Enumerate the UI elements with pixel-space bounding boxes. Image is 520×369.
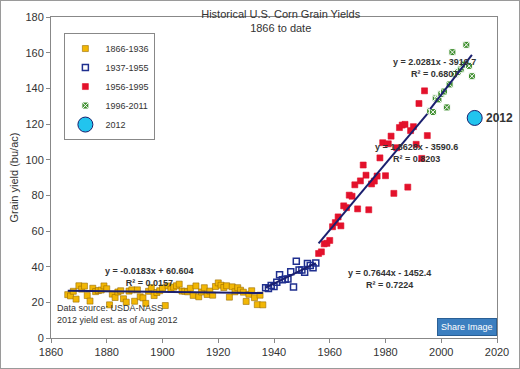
svg-text:y = 0.7644x - 1452.4R² = 0.722: y = 0.7644x - 1452.4R² = 0.7224 [348, 268, 431, 290]
svg-text:1937-1955: 1937-1955 [105, 63, 148, 73]
svg-text:1996-2011: 1996-2011 [105, 101, 147, 111]
svg-text:40: 40 [32, 261, 44, 273]
svg-text:2020: 2020 [485, 346, 509, 358]
svg-text:y = 2.0281x - 3919.7R² = 0.680: y = 2.0281x - 3919.7R² = 0.6807 [393, 57, 476, 79]
svg-text:100: 100 [25, 154, 43, 166]
svg-text:Grain yield (bu/ac): Grain yield (bu/ac) [8, 133, 20, 223]
svg-text:20: 20 [32, 296, 44, 308]
svg-text:1956-1995: 1956-1995 [105, 82, 148, 92]
svg-text:y = 1.8628x - 3590.6R² = 0.820: y = 1.8628x - 3590.6R² = 0.8203 [375, 142, 458, 164]
svg-text:1860: 1860 [39, 346, 63, 358]
svg-text:2012: 2012 [486, 111, 513, 125]
svg-text:180: 180 [25, 11, 43, 23]
svg-text:1900: 1900 [150, 346, 174, 358]
svg-text:140: 140 [25, 82, 43, 94]
svg-text:160: 160 [25, 47, 43, 59]
svg-text:Share Image: Share Image [441, 322, 493, 332]
svg-text:Historical U.S. Corn Grain Yie: Historical U.S. Corn Grain Yields1866 to… [201, 8, 360, 34]
svg-text:1880: 1880 [95, 346, 119, 358]
svg-text:0: 0 [38, 332, 44, 344]
svg-text:60: 60 [32, 225, 44, 237]
svg-text:1960: 1960 [318, 346, 342, 358]
svg-text:2012: 2012 [105, 120, 125, 130]
svg-text:y = -0.0183x + 60.604R² = 0.01: y = -0.0183x + 60.604R² = 0.0157 [105, 266, 194, 288]
svg-text:120: 120 [25, 118, 43, 130]
svg-text:1920: 1920 [206, 346, 230, 358]
svg-text:1940: 1940 [262, 346, 286, 358]
svg-text:1980: 1980 [373, 346, 397, 358]
svg-text:2000: 2000 [429, 346, 453, 358]
svg-text:1866-1936: 1866-1936 [105, 44, 148, 54]
svg-text:80: 80 [32, 189, 44, 201]
svg-text:Data source: USDA-NASS2012 yie: Data source: USDA-NASS2012 yield est. as… [57, 303, 178, 325]
